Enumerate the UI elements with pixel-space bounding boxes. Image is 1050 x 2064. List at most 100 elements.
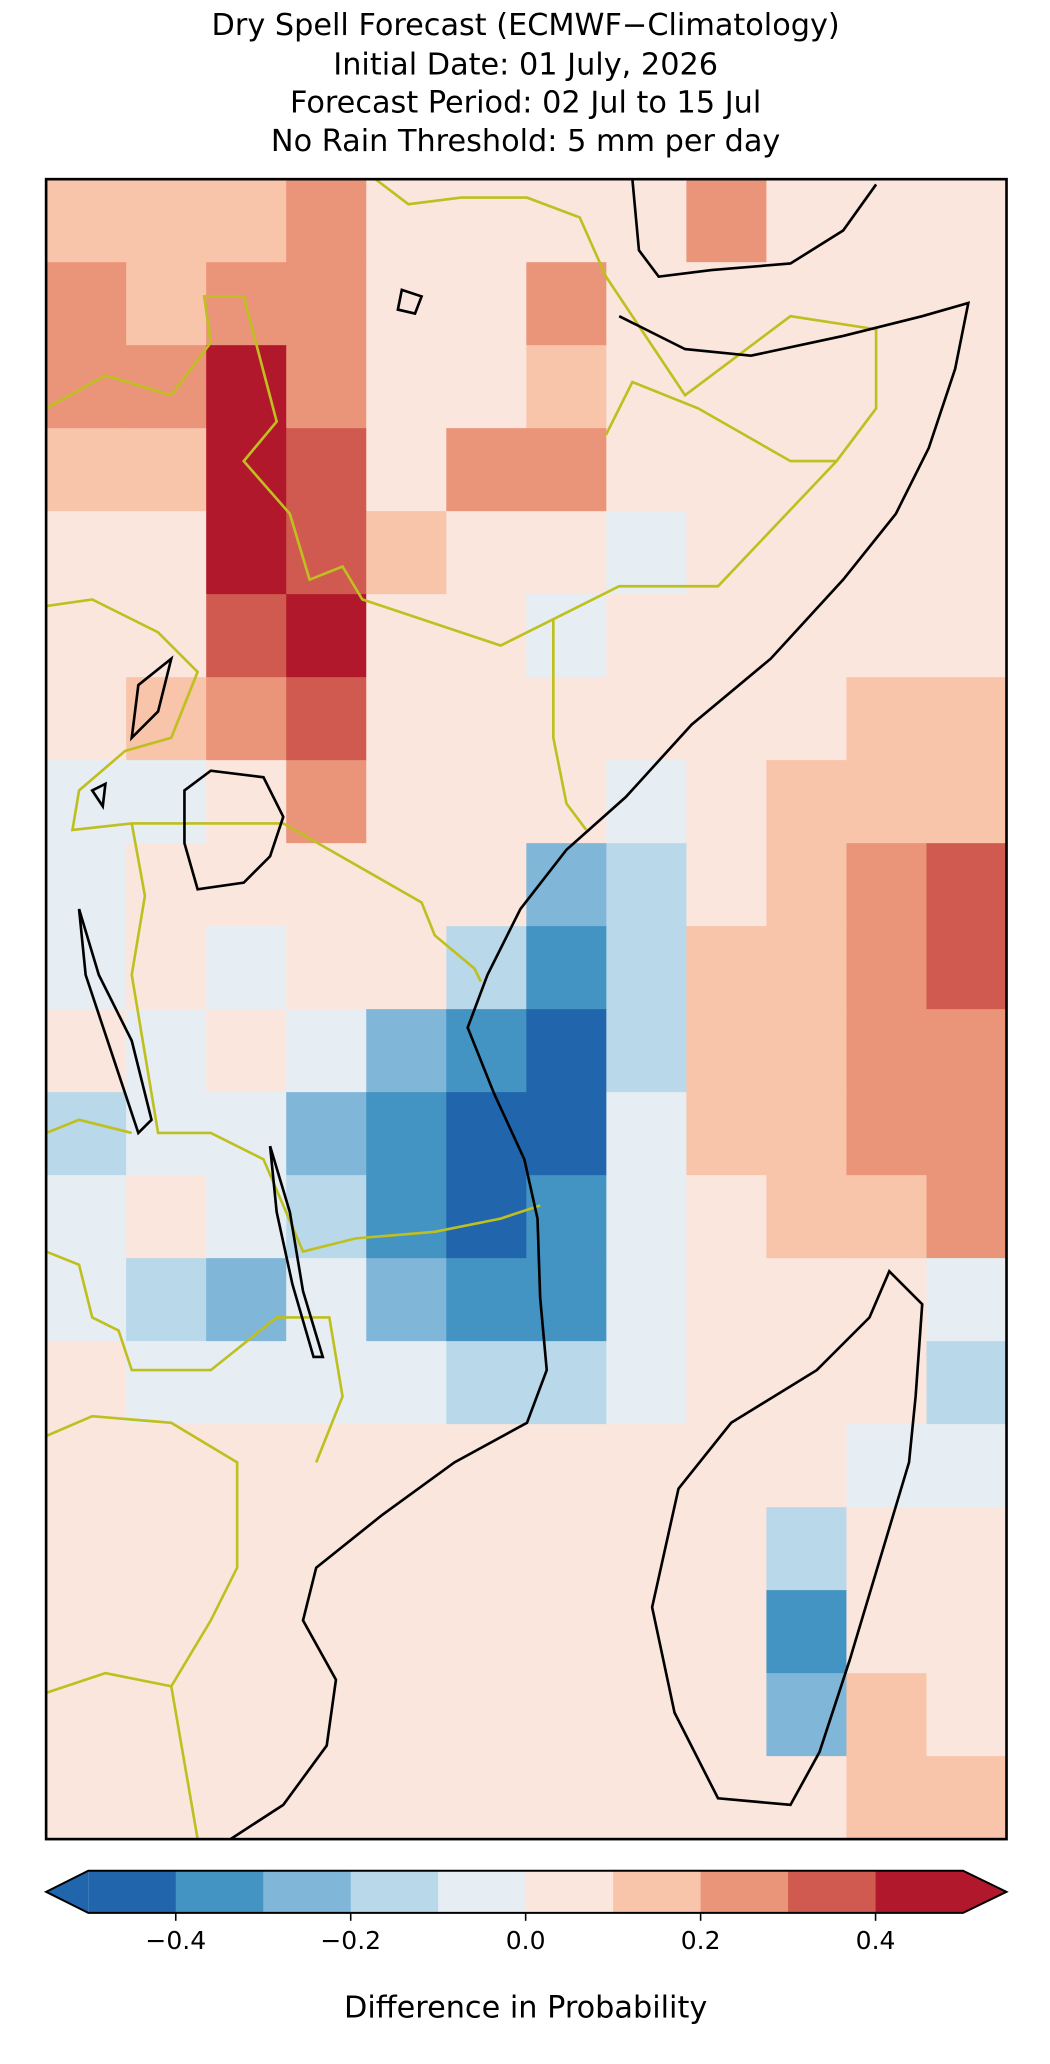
colorbar-bin [875, 1870, 964, 1913]
title-line: No Rain Threshold: 5 mm per day [271, 124, 780, 159]
grid-cell [366, 1673, 447, 1757]
grid-cell [606, 594, 688, 678]
grid-cell [926, 760, 1007, 844]
grid-cell [686, 594, 768, 678]
grid-cell [446, 511, 527, 595]
grid-cell [926, 1092, 1007, 1176]
grid-cell [366, 1092, 447, 1176]
grid-cell [686, 1341, 768, 1425]
grid-cell [366, 428, 447, 512]
grid-cell [526, 1175, 608, 1259]
grid-cell [206, 594, 287, 678]
grid-cell [606, 677, 688, 761]
grid-cell [206, 1258, 287, 1342]
grid-cell [686, 179, 768, 263]
grid-cell [206, 1341, 287, 1425]
grid-cell [686, 1507, 768, 1591]
grid-cell [366, 1507, 447, 1591]
grid-cell [926, 1673, 1007, 1757]
colorbar-tick-label: −0.2 [320, 1926, 381, 1955]
colorbar-extend-min [46, 1870, 89, 1913]
grid-cell [606, 1341, 688, 1425]
grid-cell [286, 1009, 367, 1093]
grid-cell [686, 1092, 768, 1176]
grid-cell [926, 1507, 1007, 1591]
grid-cell [686, 345, 768, 429]
grid-cell [206, 428, 287, 512]
colorbar-bin [350, 1870, 439, 1913]
grid-cell [446, 1092, 527, 1176]
colorbar-bin [788, 1870, 876, 1913]
grid-cell [286, 345, 367, 429]
grid-cell [846, 1590, 928, 1674]
grid-cell [126, 1175, 207, 1259]
title-line: Dry Spell Forecast (ECMWF−Climatology) [212, 8, 840, 43]
grid-cell [686, 262, 768, 346]
grid-cell [126, 1673, 207, 1757]
map-frame [44, 177, 1008, 1841]
grid-cell [206, 926, 287, 1010]
map-cells [46, 179, 1007, 1840]
colorbar-bin [613, 1870, 702, 1913]
grid-cell [126, 1424, 207, 1508]
grid-cell [46, 926, 127, 1010]
grid-cell [606, 1590, 688, 1674]
grid-cell [846, 1756, 928, 1840]
grid-cell [206, 1507, 287, 1591]
grid-cell [366, 1009, 447, 1093]
title-line: Forecast Period: 02 Jul to 15 Jul [290, 86, 761, 121]
colorbar: −0.4 −0.2 0.0 0.2 0.4 [43, 1869, 1009, 1955]
grid-cell [526, 1590, 608, 1674]
grid-cell [206, 1673, 287, 1757]
grid-cell [446, 760, 527, 844]
grid-cell [46, 1009, 127, 1093]
grid-cell [206, 345, 287, 429]
grid-cell [286, 1590, 367, 1674]
border [552, 619, 588, 831]
grid-cell [606, 428, 688, 512]
grid-cell [286, 926, 367, 1010]
grid-cell [606, 1258, 688, 1342]
grid-cell [286, 1341, 367, 1425]
border [46, 1118, 344, 1840]
grid-cell [606, 1424, 688, 1508]
grid-cell [686, 1590, 768, 1674]
grid-cell [446, 1590, 527, 1674]
grid-cell [606, 1507, 688, 1591]
grid-cell [126, 1756, 207, 1840]
grid-cell [446, 1175, 527, 1259]
colorbar-tick-label: 0.4 [856, 1926, 896, 1955]
grid-cell [766, 1092, 848, 1176]
grid-cell [926, 428, 1007, 512]
grid-cell [846, 1092, 928, 1176]
grid-cell [766, 1673, 848, 1757]
grid-cell [686, 843, 768, 927]
grid-cell [446, 1424, 527, 1508]
grid-cell [46, 1341, 127, 1425]
grid-cell [926, 179, 1007, 263]
grid-cell [206, 511, 287, 595]
grid-cell [766, 1590, 848, 1674]
grid-cell [366, 843, 447, 927]
grid-cell [286, 594, 367, 678]
grid-cell [766, 179, 848, 263]
grid-cell [126, 511, 207, 595]
colorbar-extend-max [963, 1870, 1007, 1913]
grid-cell [766, 262, 848, 346]
grid-cell [926, 1424, 1007, 1508]
map-lines [46, 179, 971, 1840]
grid-cell [366, 594, 447, 678]
grid-cell [126, 428, 207, 512]
grid-cell [686, 1424, 768, 1508]
grid-cell [366, 1258, 447, 1342]
grid-cell [46, 677, 127, 761]
grid-cell [846, 594, 928, 678]
grid-cell [846, 843, 928, 927]
grid-cell [766, 345, 848, 429]
grid-cell [926, 1341, 1007, 1425]
grid-cell [526, 677, 608, 761]
grid-cell [446, 428, 527, 512]
grid-cell [446, 1756, 527, 1840]
grid-cell [526, 1673, 608, 1757]
